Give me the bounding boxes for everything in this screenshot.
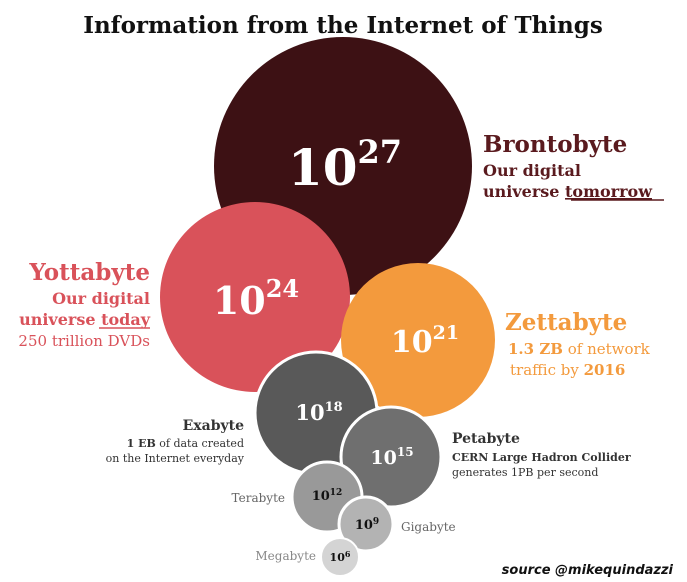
gigabyte-circle [337, 495, 395, 553]
terabyte-power: 1012 [312, 488, 343, 504]
zettabyte-desc-line2: traffic by 2016 [510, 361, 625, 379]
yottabyte-desc-line2: universe today [19, 310, 151, 329]
zettabyte-power: 1021 [391, 322, 459, 360]
yottabyte-desc-line1: Our digital [52, 289, 150, 308]
zettabyte-name: Zettabyte [505, 309, 627, 336]
gigabyte-power: 109 [355, 517, 379, 533]
megabyte-power: 106 [330, 549, 351, 564]
source-credit: source @mikequindazzi [502, 563, 674, 578]
zettabyte-desc-line1: 1.3 ZB of network [508, 340, 651, 358]
brontobyte-desc-line1: Our digital [483, 161, 581, 180]
zettabyte-circle [341, 263, 495, 417]
terabyte-name: Terabyte [232, 491, 285, 505]
petabyte-power: 1015 [370, 445, 413, 469]
petabyte-desc-line2: generates 1PB per second [452, 466, 598, 479]
exabyte-power: 1018 [295, 400, 342, 425]
page-title: Information from the Internet of Things [83, 12, 603, 39]
megabyte-circle [320, 537, 360, 577]
exabyte-desc-line1: 1 EB of data created [127, 437, 244, 450]
gigabyte-name: Gigabyte [401, 520, 456, 534]
yottabyte-power: 1024 [213, 274, 299, 323]
brontobyte-desc-line2: universe tomorrow [483, 182, 653, 201]
megabyte-name: Megabyte [255, 549, 316, 563]
petabyte-desc-line1: CERN Large Hadron Collider [452, 451, 631, 464]
brontobyte-power: 1027 [288, 133, 402, 197]
yottabyte-circle [160, 202, 350, 392]
yottabyte-name: Yottabyte [28, 259, 150, 286]
yottabyte-desc-line3: 250 trillion DVDs [18, 332, 150, 350]
exabyte-desc-line2: on the Internet everyday [106, 452, 245, 465]
petabyte-name: Petabyte [452, 431, 520, 447]
petabyte-circle [339, 405, 443, 509]
brontobyte-name: Brontobyte [483, 131, 627, 158]
exabyte-name: Exabyte [183, 418, 244, 434]
